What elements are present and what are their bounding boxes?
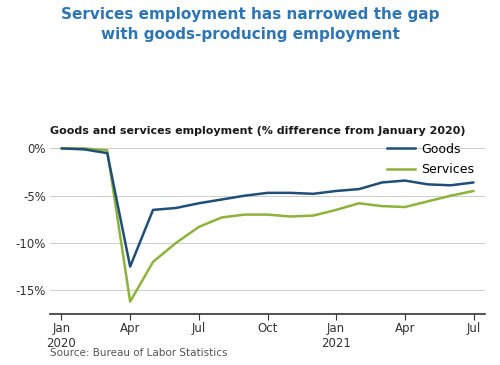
Services <box>196 225 202 229</box>
Services <box>448 193 454 198</box>
Services <box>333 208 339 212</box>
Services <box>356 201 362 205</box>
Goods <box>310 192 316 196</box>
Goods <box>218 197 224 202</box>
Goods <box>288 191 294 195</box>
Line: Services: Services <box>62 149 474 301</box>
Goods <box>82 147 87 151</box>
Services <box>288 214 294 219</box>
Goods <box>333 189 339 193</box>
Goods <box>173 206 179 210</box>
Goods <box>127 264 133 269</box>
Legend: Goods, Services: Goods, Services <box>382 138 479 181</box>
Services <box>264 212 270 217</box>
Text: Services employment has narrowed the gap
with goods-producing employment: Services employment has narrowed the gap… <box>61 7 440 42</box>
Services <box>310 214 316 218</box>
Services <box>242 212 248 217</box>
Goods <box>242 193 248 198</box>
Services <box>150 260 156 264</box>
Services <box>82 146 87 151</box>
Goods <box>470 180 476 185</box>
Goods <box>425 182 431 187</box>
Goods <box>379 180 385 185</box>
Services <box>425 199 431 204</box>
Goods <box>356 187 362 191</box>
Goods <box>104 151 110 155</box>
Line: Goods: Goods <box>62 149 474 266</box>
Services <box>173 241 179 245</box>
Services <box>470 189 476 193</box>
Services <box>402 205 408 209</box>
Goods <box>58 146 64 151</box>
Services <box>104 148 110 153</box>
Text: Goods and services employment (% difference from January 2020): Goods and services employment (% differe… <box>50 126 466 136</box>
Services <box>127 299 133 304</box>
Goods <box>150 208 156 212</box>
Services <box>58 146 64 151</box>
Services <box>218 215 224 220</box>
Services <box>379 204 385 208</box>
Goods <box>448 183 454 188</box>
Goods <box>264 191 270 195</box>
Goods <box>196 201 202 205</box>
Goods <box>402 178 408 183</box>
Text: Source: Bureau of Labor Statistics: Source: Bureau of Labor Statistics <box>50 348 228 358</box>
